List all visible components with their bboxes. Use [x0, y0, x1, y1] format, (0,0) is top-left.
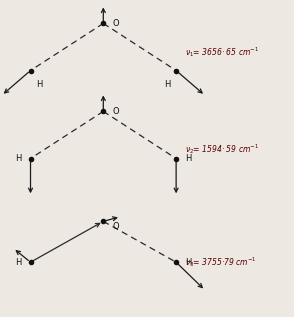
- Text: H: H: [15, 154, 22, 163]
- Text: O: O: [112, 222, 119, 230]
- Text: H: H: [36, 80, 43, 89]
- Text: H: H: [185, 154, 191, 163]
- Text: H: H: [164, 80, 170, 89]
- Text: O: O: [112, 19, 119, 28]
- Text: $\nu_3$= 3755·79 cm$^{-1}$: $\nu_3$= 3755·79 cm$^{-1}$: [185, 255, 257, 269]
- Text: $\nu_2$= 1594· 59 cm$^{-1}$: $\nu_2$= 1594· 59 cm$^{-1}$: [185, 142, 259, 156]
- Text: $\nu_1$= 3656· 65 cm$^{-1}$: $\nu_1$= 3656· 65 cm$^{-1}$: [185, 45, 259, 59]
- Text: O: O: [112, 107, 119, 116]
- Text: H: H: [15, 258, 22, 267]
- Text: H: H: [185, 258, 191, 267]
